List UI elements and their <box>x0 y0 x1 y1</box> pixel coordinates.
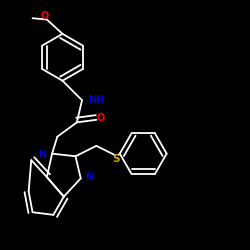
Text: N: N <box>38 150 46 160</box>
Text: S: S <box>112 154 120 164</box>
Text: O: O <box>97 114 105 124</box>
Text: N: N <box>85 172 93 182</box>
Text: O: O <box>41 12 49 22</box>
Text: NH: NH <box>88 95 105 105</box>
